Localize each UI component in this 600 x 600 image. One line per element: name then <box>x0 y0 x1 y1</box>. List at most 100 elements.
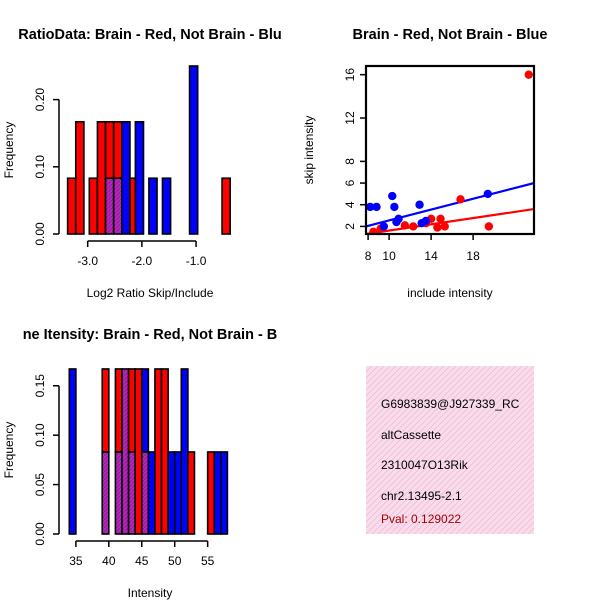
ratio-histogram-y-tick-label: 0.00 <box>33 222 47 246</box>
panel-intensity-histogram: ne Itensity: Brain - Red, Not Brain - B … <box>2 327 277 600</box>
ratio-histogram-xlabel: Log2 Ratio Skip/Include <box>87 286 214 300</box>
ratio-histogram-bar-not-brain <box>148 177 158 235</box>
scatter-point-not-brain <box>366 202 375 212</box>
ratio-histogram-x-tick-label: -2.0 <box>132 254 153 268</box>
intensity-histogram-bar-brain <box>127 368 136 453</box>
intensity-histogram-y-tick-label: 0.05 <box>33 473 47 497</box>
scatter-point-brain <box>524 70 533 79</box>
intensity-histogram-bar-not-brain <box>220 451 229 535</box>
ratio-histogram-bar-brain <box>104 120 115 180</box>
intensity-histogram-bar-overlap <box>121 368 130 535</box>
intensity-histogram-ylabel: Frequency <box>2 422 16 479</box>
ratio-histogram-bar-overlap <box>112 177 123 235</box>
ratio-histogram-bar-not-brain <box>188 65 199 235</box>
scatter-y-tick-label: 12 <box>343 111 357 125</box>
panel-intensity-scatter: Brain - Red, Not Brain - Blue 8 10 14 18 2 4 6… <box>302 27 547 300</box>
intensity-histogram-x-tick-label: 50 <box>168 554 182 568</box>
scatter-x-tick-label: 14 <box>424 249 438 263</box>
scatter-point-not-brain <box>388 191 397 201</box>
scatter-point-not-brain <box>415 200 424 209</box>
intensity-histogram-y-tick-label: 0.10 <box>33 423 47 447</box>
ratio-histogram-bar-brain <box>88 177 99 235</box>
intensity-histogram-bar-overlap <box>140 451 150 535</box>
scatter-x-tick-label: 18 <box>466 249 480 263</box>
intensity-histogram-bar-brain <box>134 368 143 535</box>
intensity-histogram-bar-not-brain <box>173 451 183 535</box>
ratio-histogram-bar-not-brain <box>121 120 131 235</box>
intensity-histogram-y-tick-label: 0.00 <box>33 522 47 546</box>
intensity-histogram-bar-brain <box>187 451 196 535</box>
scatter-plot-area: 8 10 14 18 2 4 6 8 12 16 <box>343 64 536 263</box>
ratio-histogram-bar-not-brain <box>161 177 172 235</box>
intensity-histogram-x-tick-label: 55 <box>201 554 215 568</box>
scatter-point-brain <box>484 222 494 231</box>
scatter-point-not-brain <box>483 189 492 199</box>
ratio-histogram-bar-brain <box>112 120 123 180</box>
intensity-histogram-y-tick-label: 0.15 <box>33 374 47 398</box>
ratio-histogram-bars <box>66 65 232 235</box>
scatter-point-not-brain <box>372 202 381 212</box>
intensity-histogram-x-tick-label: 40 <box>102 554 116 568</box>
intensity-histogram-bar-not-brain <box>213 451 222 535</box>
ratio-histogram-ylabel: Frequency <box>2 122 16 179</box>
scatter-x-tick-label: 10 <box>382 249 396 263</box>
ratio-histogram-bar-brain <box>96 120 107 235</box>
ratio-histogram-title: RatioData: Brain - Red, Not Brain - Blu <box>18 27 281 43</box>
ratio-histogram-bar-not-brain <box>134 120 145 235</box>
intensity-histogram-bar-brain <box>101 368 110 453</box>
scatter-point-not-brain <box>379 222 389 231</box>
ratio-histogram-bar-overlap <box>104 177 115 235</box>
intensity-histogram-bar-brain <box>114 368 123 453</box>
intensity-histogram-bars <box>68 368 229 535</box>
info-event-type: altCassette <box>381 428 441 442</box>
scatter-point-not-brain <box>390 202 399 212</box>
intensity-histogram-bar-not-brain <box>68 368 77 535</box>
scatter-ylabel: skip intensity <box>302 116 316 185</box>
scatter-point-brain <box>436 214 445 224</box>
ratio-histogram-x-tick-label: -3.0 <box>77 254 98 268</box>
panel-ratio-histogram: RatioData: Brain - Red, Not Brain - Blu … <box>2 27 282 300</box>
ratio-histogram-axes: 0.00 0.10 0.20 -3.0 -2.0 -1.0 <box>33 88 207 268</box>
info-gene: 2310047O13Rik <box>381 458 469 472</box>
intensity-histogram-axes: 0.00 0.05 0.10 0.15 35 40 45 50 55 <box>33 374 215 568</box>
scatter-point-not-brain <box>394 214 403 224</box>
intensity-histogram-bar-not-brain <box>140 368 150 453</box>
panel-info-box: G6983839@J927339_RC altCassette 2310047O… <box>366 366 534 534</box>
intensity-histogram-x-tick-label: 45 <box>135 554 149 568</box>
intensity-histogram-title: ne Itensity: Brain - Red, Not Brain - B <box>23 327 278 343</box>
scatter-plot-frame <box>364 64 536 236</box>
intensity-histogram-bar-brain <box>160 368 169 535</box>
intensity-histogram-bar-not-brain <box>147 451 156 535</box>
scatter-x-tick-label: 8 <box>365 249 372 263</box>
ratio-histogram-bar-brain <box>66 177 77 235</box>
scatter-point-brain <box>440 222 449 231</box>
ratio-histogram-y-tick-label: 0.10 <box>33 155 47 179</box>
intensity-histogram-x-tick-label: 35 <box>69 554 83 568</box>
info-event-id: G6983839@J927339_RC <box>381 397 520 411</box>
ratio-histogram-x-tick-label: -1.0 <box>186 254 207 268</box>
scatter-point-brain <box>369 227 378 234</box>
intensity-histogram-bar-not-brain <box>167 451 176 535</box>
intensity-histogram-bar-overlap <box>127 451 136 535</box>
intensity-histogram-bar-not-brain <box>180 368 189 535</box>
scatter-xlabel: include intensity <box>407 286 492 300</box>
info-box-background <box>366 366 534 534</box>
scatter-y-tick-label: 8 <box>343 158 357 165</box>
intensity-histogram-bar-brain <box>154 368 163 535</box>
scatter-point-brain <box>433 223 442 232</box>
scatter-y-tick-label: 4 <box>343 201 357 208</box>
scatter-marks <box>366 70 534 234</box>
intensity-histogram-xlabel: Intensity <box>128 586 173 600</box>
intensity-histogram-bar-overlap <box>114 451 123 535</box>
scatter-y-tick-label: 6 <box>343 179 357 186</box>
scatter-fit-line-brain <box>366 207 534 234</box>
scatter-point-brain <box>456 195 465 204</box>
scatter-point-brain <box>409 222 418 231</box>
intensity-histogram-bar-overlap <box>101 451 110 535</box>
scatter-y-tick-label: 2 <box>343 223 357 230</box>
scatter-title: Brain - Red, Not Brain - Blue <box>353 27 548 43</box>
info-location: chr2.13495-2.1 <box>381 489 462 503</box>
ratio-histogram-y-tick-label: 0.20 <box>33 88 47 112</box>
intensity-histogram-bar-brain <box>206 451 216 535</box>
